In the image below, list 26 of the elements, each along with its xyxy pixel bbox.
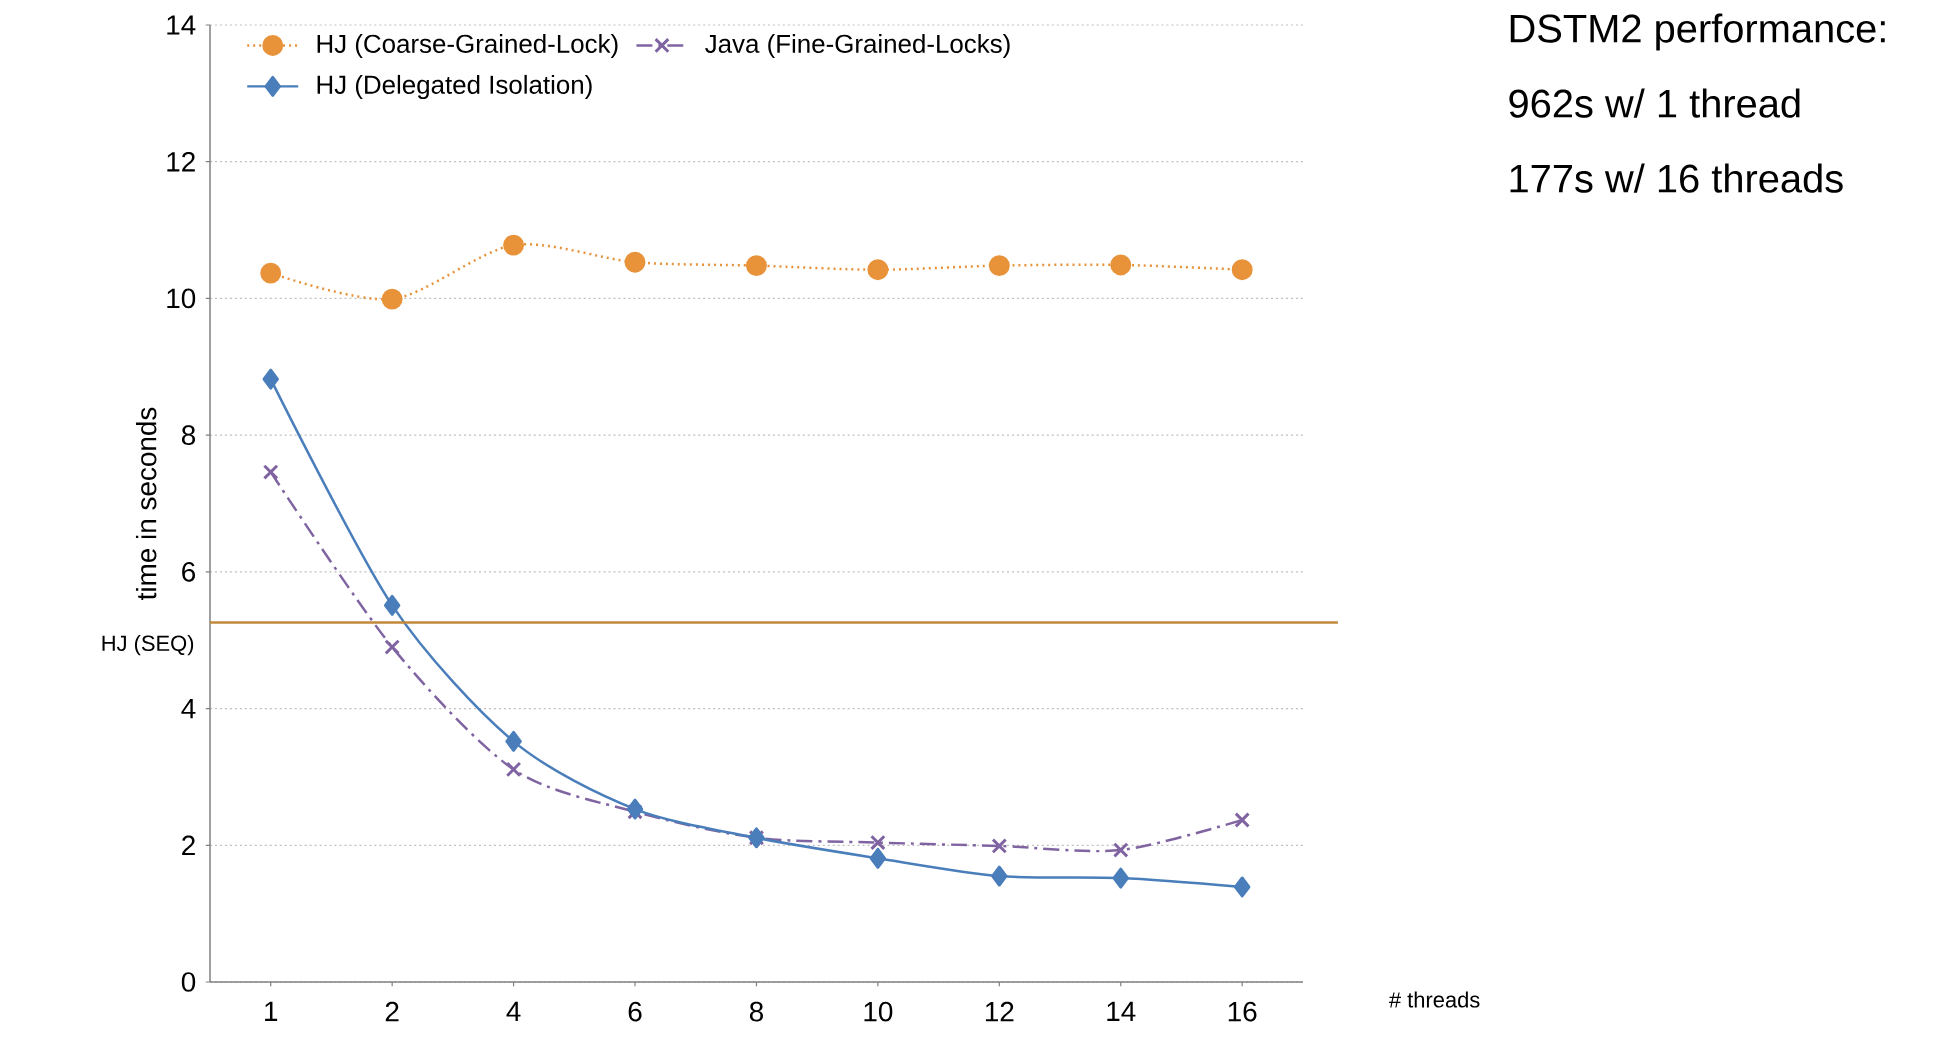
y-tick-label: 0 (181, 972, 196, 992)
x-tick-label: 4 (506, 1001, 521, 1021)
text: 177s w/ 16 threads (1510, 163, 1843, 193)
ref-line-label: HJ (SEQ) (102, 634, 194, 656)
legend-label: HJ (Delegated Isolation) (317, 74, 592, 100)
y-tick-label: 4 (181, 698, 196, 719)
legend-label: HJ (Coarse-Grained-Lock) (317, 33, 618, 59)
y-axis-title: time in seconds (135, 407, 157, 600)
x-tick-label: 1 (265, 1001, 278, 1021)
x-tick-label: 10 (864, 1001, 893, 1022)
y-tick-label: 2 (182, 835, 195, 856)
y-tick-label: 6 (182, 561, 196, 582)
x-tick-label: 14 (1107, 1001, 1136, 1021)
text: DSTM2 performance: (1510, 13, 1885, 51)
legend-label: Java (Fine-Grained-Locks) (705, 33, 1010, 59)
x-tick-label: 12 (985, 1001, 1014, 1022)
text: 962s w/ 1 thread (1509, 88, 1800, 118)
y-tick-label: 10 (167, 288, 196, 309)
x-tick-label: 16 (1228, 1001, 1257, 1022)
y-tick-label: 12 (167, 151, 195, 172)
x-tick-label: 8 (749, 1001, 763, 1022)
x-tick-label: 6 (628, 1001, 642, 1022)
x-axis-title: # threads (1389, 991, 1480, 1008)
x-tick-label: 2 (385, 1001, 399, 1022)
y-tick-label: 8 (181, 425, 196, 445)
y-tick-label: 14 (167, 15, 196, 35)
